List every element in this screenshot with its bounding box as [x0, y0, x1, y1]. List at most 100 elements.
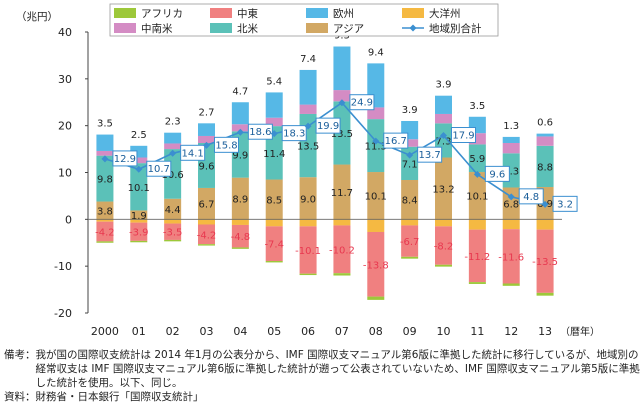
total-label: 14.1 — [182, 148, 204, 159]
data-label: 8.9 — [232, 194, 248, 205]
x-tick-label: 01 — [132, 325, 146, 338]
total-marker — [101, 155, 109, 163]
x-tick-label: 06 — [301, 325, 315, 338]
bar-segment — [96, 155, 114, 202]
bar-segment — [130, 157, 148, 164]
data-label: 0.6 — [537, 118, 553, 129]
total-label-box — [214, 136, 239, 153]
remarks-text: 我が国の国際収支統計は 2014 年1月の公表分から、IMF 国際収支マニュアル… — [35, 349, 640, 389]
data-label: -4.2 — [95, 228, 115, 239]
data-label: 7.1 — [402, 159, 418, 170]
bar-segment — [231, 219, 249, 225]
bar-segment — [130, 163, 148, 211]
y-tick-label: -10 — [54, 260, 72, 273]
bar-segment — [536, 292, 554, 296]
total-label-box — [315, 117, 341, 134]
data-label: -3.5 — [163, 228, 183, 239]
total-label: 3.2 — [557, 199, 573, 210]
total-marker — [473, 170, 481, 178]
x-unit-label: （暦年） — [560, 325, 600, 338]
bar-segment — [367, 107, 385, 120]
bar-segment — [333, 101, 351, 165]
total-label-box — [417, 146, 443, 163]
total-marker — [304, 122, 312, 130]
bar-segment — [401, 179, 419, 220]
bar-segment — [367, 172, 385, 220]
y-tick-label: 0 — [65, 213, 72, 226]
data-label: 3.5 — [469, 101, 485, 112]
bar-segment — [265, 219, 283, 227]
bar-segment — [536, 133, 554, 137]
x-tick-label: 12 — [504, 325, 518, 338]
bar-segment — [367, 119, 385, 173]
data-label: 5.4 — [266, 76, 282, 87]
data-label: 9.6 — [199, 161, 215, 172]
bar-segment — [299, 219, 317, 227]
data-label: 8.5 — [266, 195, 282, 206]
bar-segment — [333, 273, 351, 276]
bar-segment — [435, 95, 452, 114]
bar-segment — [96, 201, 114, 220]
data-label: 9.4 — [368, 47, 384, 58]
bar-segment — [96, 150, 114, 156]
data-label: -4.8 — [231, 232, 251, 243]
bar-segment — [435, 219, 452, 227]
data-label: -11.6 — [498, 252, 524, 263]
data-label: 13.2 — [432, 184, 454, 195]
total-label-box — [112, 150, 138, 167]
x-tick-label: 03 — [200, 325, 214, 338]
y-tick-label: 40 — [58, 26, 72, 39]
bar-segment — [333, 225, 351, 274]
total-marker — [169, 149, 177, 157]
data-label: 9.9 — [232, 150, 248, 161]
total-label-box — [281, 125, 307, 142]
x-tick-label: 09 — [403, 325, 417, 338]
total-marker — [507, 193, 515, 201]
bar-segment — [198, 224, 215, 245]
data-label: -4.2 — [197, 230, 217, 241]
data-label: 10.1 — [466, 192, 488, 203]
bar-segment — [198, 135, 215, 143]
total-marker — [372, 137, 380, 145]
remarks-label: 備考： — [4, 349, 36, 361]
bar-segment — [164, 239, 182, 242]
legend-swatch-marker — [409, 24, 417, 32]
bar-segment — [401, 139, 419, 147]
x-tick-label: 08 — [369, 325, 383, 338]
bar-segment — [502, 187, 520, 220]
y-unit-label: （兆円） — [16, 11, 58, 23]
bar-segment — [265, 92, 283, 118]
bar-segment — [164, 143, 182, 150]
bar-segment — [231, 247, 249, 249]
total-marker — [440, 132, 447, 140]
y-tick-label: 20 — [58, 120, 72, 133]
bar-segment — [536, 219, 554, 230]
data-label: 7.3 — [436, 136, 452, 147]
legend-swatch — [114, 23, 136, 33]
legend-label: 中東 — [237, 7, 258, 20]
bar-segment — [96, 219, 114, 222]
y-tick-label: 30 — [58, 73, 72, 86]
bar-segment — [468, 144, 486, 173]
bar-segment — [502, 283, 520, 286]
x-tick-label: 05 — [267, 325, 281, 338]
bar-segment — [164, 132, 182, 144]
source-label: 資料： — [4, 391, 36, 403]
bar-segment — [96, 134, 114, 151]
total-marker — [135, 165, 143, 173]
total-label-box — [383, 132, 409, 149]
data-label: 13.5 — [297, 142, 319, 153]
bar-segment — [198, 244, 215, 246]
bar-segment — [435, 113, 452, 124]
bar-segment — [130, 222, 148, 241]
legend-label: アフリカ — [141, 8, 183, 20]
legend-label: 地域別合計 — [429, 22, 482, 35]
legend-label: アジア — [333, 23, 364, 35]
bar-segment — [401, 219, 419, 226]
legend-swatch — [402, 8, 424, 18]
legend-swatch — [306, 8, 328, 18]
legend-frame — [109, 3, 499, 37]
total-marker — [236, 128, 244, 136]
x-tick-label: 07 — [335, 325, 349, 338]
data-label: 2.5 — [131, 130, 147, 141]
